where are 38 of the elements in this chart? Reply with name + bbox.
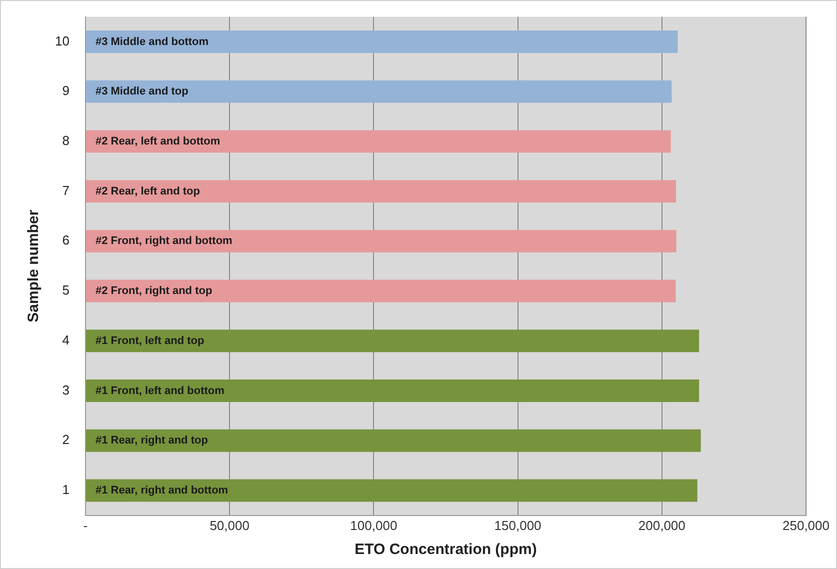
- annotation: #1 Front, left and top: [95, 334, 205, 347]
- y-tick-label: 4: [62, 332, 70, 348]
- annotation: #1 Front, left and bottom: [95, 384, 225, 397]
- y-tick-label: 2: [62, 432, 70, 448]
- annotation: #2 Rear, left and top: [95, 185, 200, 198]
- annotation: #2 Rear, left and bottom: [95, 135, 220, 148]
- bar: [86, 30, 678, 53]
- bar: [86, 479, 698, 502]
- y-tick-label: 9: [62, 83, 70, 98]
- bar: [86, 80, 672, 103]
- annotation: #1 Rear, right and bottom: [95, 484, 228, 496]
- x-tick-label: 200,000: [638, 518, 686, 533]
- x-tick-label: 150,000: [494, 518, 542, 533]
- bar: [86, 180, 676, 203]
- bar: [86, 130, 671, 153]
- bar: [86, 280, 676, 302]
- bar: [86, 330, 700, 352]
- x-tick-label: 50,000: [210, 518, 250, 533]
- y-axis-title: Sample number: [25, 210, 42, 322]
- y-tick-label: 5: [62, 282, 70, 298]
- x-tick-label: -: [83, 518, 88, 533]
- y-tick-label: 8: [62, 133, 70, 148]
- y-tick-label: 1: [62, 482, 70, 498]
- y-tick-label: 7: [62, 182, 70, 198]
- bar: [86, 230, 676, 252]
- y-tick-label: 3: [62, 382, 70, 398]
- annotation: #1 Rear, right and top: [95, 434, 208, 447]
- x-tick-label: 250,000: [782, 518, 830, 533]
- y-tick-label: 6: [62, 232, 70, 248]
- x-axis-title: ETO Concentration (ppm): [354, 541, 537, 558]
- annotation: #3 Middle and bottom: [95, 36, 209, 48]
- annotation: #2 Front, right and bottom: [95, 235, 233, 248]
- bar: [86, 429, 701, 452]
- y-tick-label: 10: [54, 33, 70, 48]
- x-tick-label: 100,000: [350, 518, 398, 533]
- bar: [86, 380, 700, 402]
- annotation: #2 Front, right and top: [95, 285, 212, 298]
- annotation: #3 Middle and top: [95, 86, 189, 98]
